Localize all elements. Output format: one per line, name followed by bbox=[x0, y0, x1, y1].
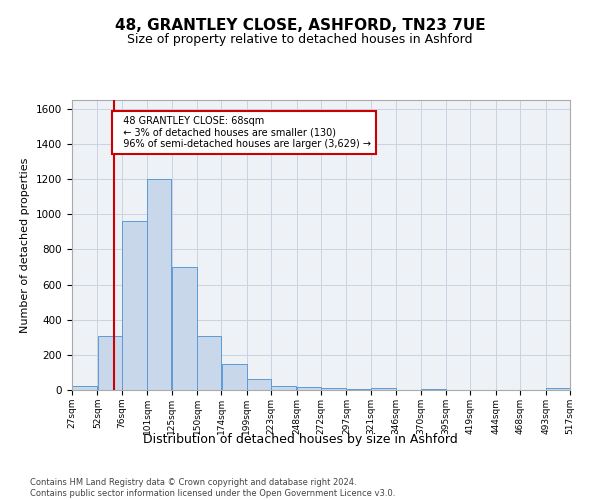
Y-axis label: Number of detached properties: Number of detached properties bbox=[20, 158, 31, 332]
Bar bbox=[546, 388, 570, 390]
Bar bbox=[122, 222, 147, 390]
Text: 48 GRANTLEY CLOSE: 68sqm
  ← 3% of detached houses are smaller (130)
  96% of se: 48 GRANTLEY CLOSE: 68sqm ← 3% of detache… bbox=[117, 116, 371, 149]
Bar bbox=[321, 388, 346, 390]
Bar bbox=[98, 336, 122, 390]
Bar bbox=[247, 378, 271, 390]
Bar bbox=[297, 388, 321, 390]
Bar bbox=[197, 336, 221, 390]
Text: Contains HM Land Registry data © Crown copyright and database right 2024.
Contai: Contains HM Land Registry data © Crown c… bbox=[30, 478, 395, 498]
Bar bbox=[271, 386, 296, 390]
Bar bbox=[421, 389, 446, 390]
Bar bbox=[221, 364, 247, 390]
Bar bbox=[347, 389, 371, 390]
Bar bbox=[172, 267, 197, 390]
Bar bbox=[72, 386, 97, 390]
Bar bbox=[371, 388, 396, 390]
Bar bbox=[148, 179, 172, 390]
Text: 48, GRANTLEY CLOSE, ASHFORD, TN23 7UE: 48, GRANTLEY CLOSE, ASHFORD, TN23 7UE bbox=[115, 18, 485, 32]
Text: Size of property relative to detached houses in Ashford: Size of property relative to detached ho… bbox=[127, 32, 473, 46]
Text: Distribution of detached houses by size in Ashford: Distribution of detached houses by size … bbox=[143, 432, 457, 446]
